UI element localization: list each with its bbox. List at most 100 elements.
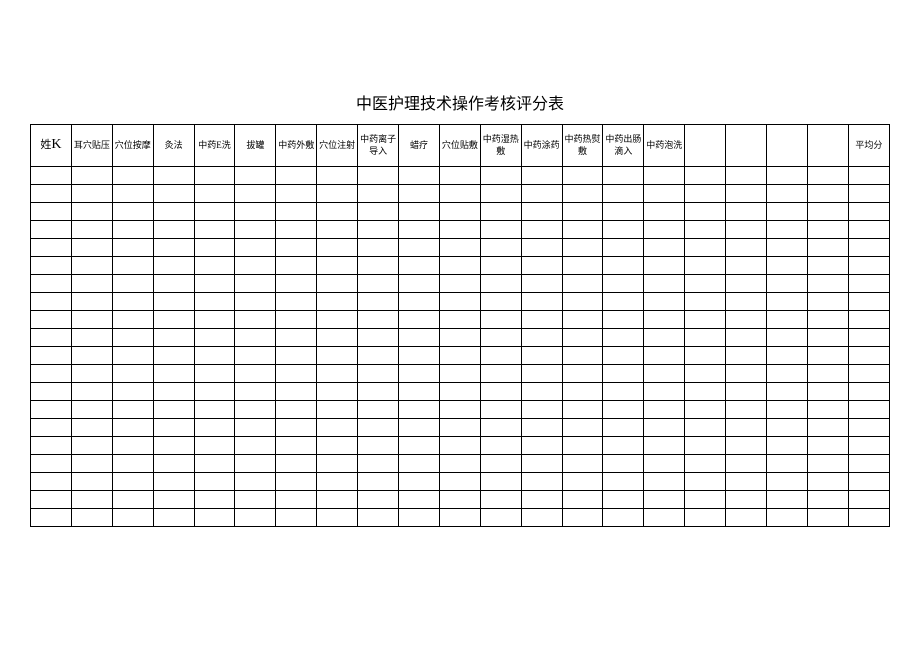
table-cell bbox=[480, 491, 521, 509]
table-cell bbox=[112, 275, 153, 293]
table-cell bbox=[644, 203, 685, 221]
table-cell bbox=[439, 221, 480, 239]
table-cell bbox=[276, 419, 317, 437]
table-row bbox=[31, 491, 890, 509]
table-cell bbox=[31, 473, 72, 491]
table-cell bbox=[848, 401, 889, 419]
table-row bbox=[31, 257, 890, 275]
table-cell bbox=[521, 437, 562, 455]
table-cell bbox=[71, 239, 112, 257]
table-cell bbox=[807, 491, 848, 509]
table-row bbox=[31, 329, 890, 347]
table-cell bbox=[726, 473, 767, 491]
table-cell bbox=[31, 185, 72, 203]
table-cell bbox=[235, 455, 276, 473]
table-cell bbox=[112, 365, 153, 383]
table-cell bbox=[521, 473, 562, 491]
table-cell bbox=[358, 509, 399, 527]
table-cell bbox=[31, 365, 72, 383]
table-cell bbox=[603, 167, 644, 185]
table-cell bbox=[848, 455, 889, 473]
table-cell bbox=[71, 311, 112, 329]
table-cell bbox=[71, 347, 112, 365]
table-cell bbox=[726, 509, 767, 527]
table-cell bbox=[235, 329, 276, 347]
table-cell bbox=[71, 167, 112, 185]
table-cell bbox=[521, 401, 562, 419]
table-cell bbox=[194, 509, 235, 527]
table-cell bbox=[399, 455, 440, 473]
table-cell bbox=[480, 509, 521, 527]
table-cell bbox=[194, 383, 235, 401]
table-cell bbox=[603, 293, 644, 311]
col-header: 中药离子导入 bbox=[358, 125, 399, 167]
table-cell bbox=[767, 293, 808, 311]
table-cell bbox=[807, 509, 848, 527]
table-cell bbox=[562, 185, 603, 203]
table-cell bbox=[358, 167, 399, 185]
col-header: 中药外敷 bbox=[276, 125, 317, 167]
table-cell bbox=[153, 473, 194, 491]
table-cell bbox=[807, 419, 848, 437]
table-cell bbox=[480, 329, 521, 347]
table-cell bbox=[726, 203, 767, 221]
table-cell bbox=[153, 293, 194, 311]
table-cell bbox=[767, 167, 808, 185]
table-cell bbox=[439, 383, 480, 401]
table-cell bbox=[807, 239, 848, 257]
table-cell bbox=[276, 455, 317, 473]
table-cell bbox=[235, 257, 276, 275]
table-cell bbox=[726, 185, 767, 203]
table-cell bbox=[399, 221, 440, 239]
table-cell bbox=[480, 419, 521, 437]
table-cell bbox=[276, 383, 317, 401]
table-cell bbox=[767, 401, 808, 419]
col-header: 中药出肠滴入 bbox=[603, 125, 644, 167]
table-cell bbox=[644, 473, 685, 491]
table-cell bbox=[807, 221, 848, 239]
table-cell bbox=[521, 347, 562, 365]
table-row bbox=[31, 311, 890, 329]
table-cell bbox=[153, 419, 194, 437]
table-row bbox=[31, 383, 890, 401]
table-cell bbox=[685, 239, 726, 257]
table-cell bbox=[194, 311, 235, 329]
table-cell bbox=[521, 455, 562, 473]
table-cell bbox=[521, 383, 562, 401]
table-cell bbox=[153, 311, 194, 329]
table-cell bbox=[726, 167, 767, 185]
table-cell bbox=[112, 329, 153, 347]
table-cell bbox=[153, 239, 194, 257]
table-cell bbox=[562, 239, 603, 257]
table-cell bbox=[276, 293, 317, 311]
table-cell bbox=[848, 365, 889, 383]
table-cell bbox=[112, 509, 153, 527]
table-cell bbox=[726, 491, 767, 509]
table-cell bbox=[358, 365, 399, 383]
col-header: 耳穴贴压 bbox=[71, 125, 112, 167]
table-cell bbox=[480, 455, 521, 473]
table-cell bbox=[358, 203, 399, 221]
table-row bbox=[31, 293, 890, 311]
col-header: 中药热熨敷 bbox=[562, 125, 603, 167]
table-cell bbox=[71, 275, 112, 293]
table-cell bbox=[767, 509, 808, 527]
table-cell bbox=[439, 257, 480, 275]
table-cell bbox=[767, 275, 808, 293]
table-cell bbox=[153, 167, 194, 185]
table-cell bbox=[399, 437, 440, 455]
table-cell bbox=[480, 257, 521, 275]
table-cell bbox=[848, 491, 889, 509]
table-cell bbox=[358, 437, 399, 455]
table-cell bbox=[726, 329, 767, 347]
table-cell bbox=[71, 221, 112, 239]
table-cell bbox=[317, 455, 358, 473]
table-cell bbox=[276, 365, 317, 383]
table-cell bbox=[685, 437, 726, 455]
table-cell bbox=[235, 509, 276, 527]
table-cell bbox=[439, 365, 480, 383]
table-cell bbox=[71, 509, 112, 527]
table-cell bbox=[194, 167, 235, 185]
table-cell bbox=[276, 203, 317, 221]
table-cell bbox=[194, 347, 235, 365]
